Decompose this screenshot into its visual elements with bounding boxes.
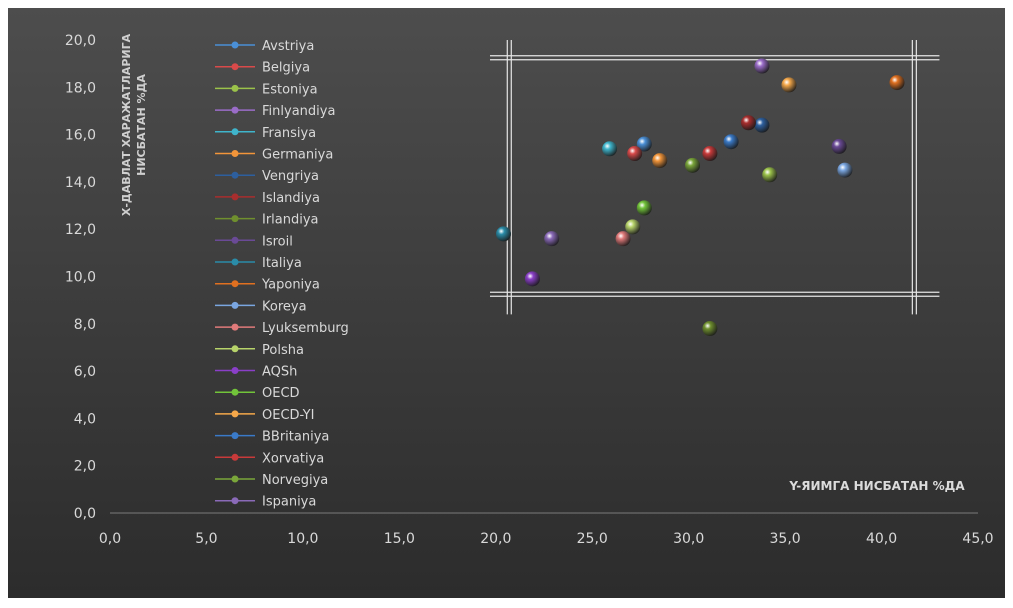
legend-marker [231,193,239,201]
legend-label: Germaniya [262,148,333,163]
legend-marker [231,236,239,244]
data-point [754,117,770,133]
legend-marker [231,84,239,92]
data-point [702,146,718,162]
legend-marker [231,301,239,309]
data-point [495,226,511,242]
data-point [544,231,560,247]
legend-marker [231,258,239,266]
data-point [702,321,718,337]
y-tick-label: 20,0 [65,33,96,49]
y-tick-label: 6,0 [74,364,96,380]
data-point [524,271,540,287]
legend-label: OECD [262,386,300,401]
legend-label: Isroil [262,234,293,249]
y-tick-label: 4,0 [74,411,96,427]
legend-marker [231,367,239,374]
x-tick-label: 35,0 [770,531,801,547]
legend-label: Islandiya [262,191,320,206]
data-point [627,146,643,162]
x-tick-label: 40,0 [866,531,897,547]
legend-label: Koreya [262,299,307,314]
x-tick-label: 0,0 [99,531,121,547]
y-tick-label: 12,0 [65,222,96,238]
legend-marker [231,215,239,223]
y-tick-label: 14,0 [65,175,96,191]
x-tick-label: 25,0 [577,531,608,547]
x-tick-label: 45,0 [962,531,993,547]
legend-label: BBritaniya [262,430,329,445]
data-point [762,167,778,183]
x-tick-label: 20,0 [480,531,511,547]
y-tick-label: 2,0 [74,459,96,475]
legend-label: Italiya [262,256,302,271]
y-axis-label-line-1: Х-ДАВЛАТ ХАРАЖАТЛАРИГА [120,33,133,216]
legend-label: Finlyandiya [262,104,335,119]
legend-label: Avstriya [262,39,314,54]
data-point [685,157,701,173]
y-tick-label: 10,0 [65,270,96,286]
y-tick-label: 8,0 [74,317,96,333]
legend-label: Vengriya [262,169,319,184]
legend-label: OECD-YI [262,408,314,423]
legend-label: Yaponiya [261,278,320,293]
data-point [723,134,739,150]
legend-label: Belgiya [262,61,310,76]
x-axis-label: Y-ЯИМГА НИСБАТАН %ДА [788,479,965,493]
legend-label: Estoniya [262,82,318,97]
data-point [636,136,652,152]
highlight-frame [489,40,940,315]
legend-marker [231,128,239,136]
data-point [740,115,756,131]
y-tick-label: 16,0 [65,128,96,144]
legend-marker [231,63,239,71]
legend-label: Polsha [262,343,304,358]
x-tick-label: 10,0 [287,531,318,547]
chart-background [8,8,1005,598]
y-tick-label: 18,0 [65,80,96,96]
legend-marker [231,41,239,49]
data-point [831,138,847,154]
y-tick-label: 0,0 [74,506,96,522]
legend-label: Xorvatiya [262,451,324,466]
legend-marker [231,345,239,353]
legend-marker [231,497,239,505]
x-tick-label: 15,0 [384,531,415,547]
legend-marker [231,453,239,461]
data-point [652,153,668,169]
legend-marker [231,475,239,483]
legend-marker [231,323,239,331]
legend-marker [231,280,239,288]
data-point [625,219,641,235]
data-point [889,75,905,91]
data-point [754,58,770,74]
legend-marker [231,150,239,157]
data-point [636,200,652,216]
axes: 0,0 5,0 10,0 15,0 20,0 25,0 30,0 35,0 40,0 45,0 0,… [65,33,994,547]
legend-label: AQSh [262,365,297,380]
legend-marker [231,432,239,440]
legend-label: Norvegiya [262,473,328,488]
legend-marker [231,388,239,396]
legend-label: Lyuksemburg [262,321,349,336]
data-point [602,141,618,157]
legend-label: Irlandiya [262,213,319,228]
legend: Avstriya Belgiya Estoniya Finlyandiya Fransi… [215,39,349,510]
legend-marker [231,106,239,114]
y-axis-label-line-2: НИСБАТАН %ДА [135,74,148,176]
data-points [495,58,905,337]
legend-label: Fransiya [262,126,316,141]
legend-marker [231,410,239,418]
data-point [781,77,797,93]
legend-label: Ispaniya [262,495,316,510]
data-point [615,231,631,247]
x-tick-label: 5,0 [195,531,217,547]
data-point [837,162,853,178]
legend-marker [231,171,239,179]
x-tick-label: 30,0 [673,531,704,547]
